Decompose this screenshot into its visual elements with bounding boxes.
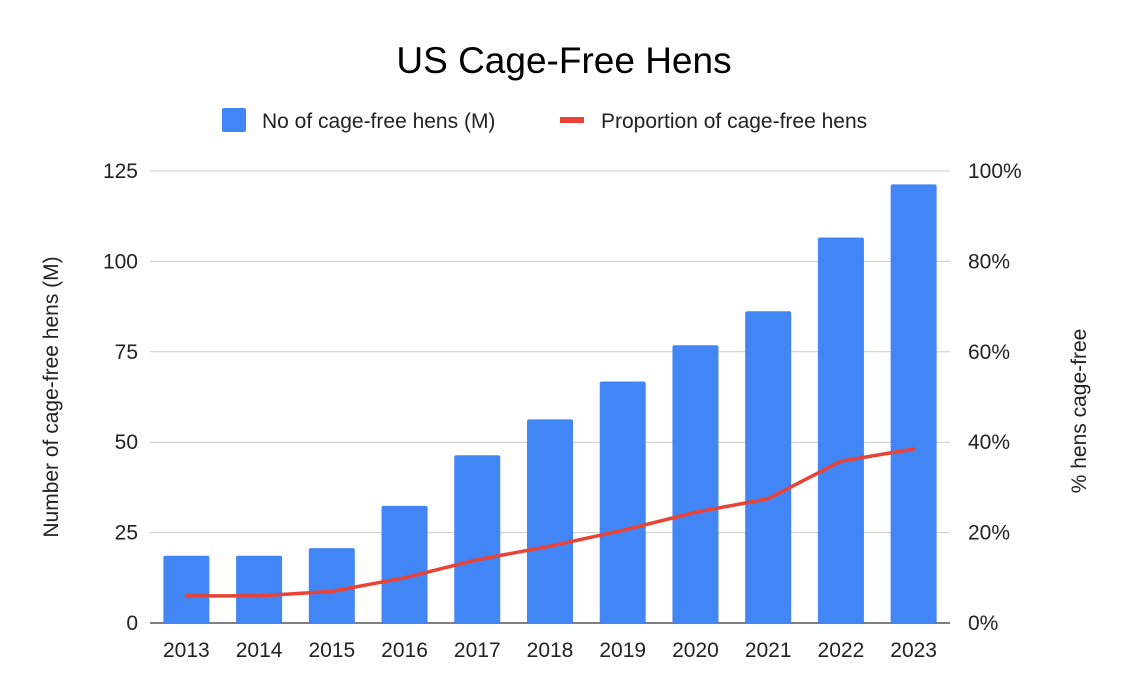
- bar-2019: [599, 381, 646, 623]
- right-axis-title: % hens cage-free: [1068, 329, 1091, 494]
- bar-2023: [890, 184, 937, 623]
- x-tick-label: 2023: [890, 639, 937, 662]
- left-tick-label: 25: [115, 522, 138, 545]
- bar-2021: [745, 311, 792, 623]
- x-tick-label: 2016: [381, 639, 428, 662]
- x-tick-label: 2020: [672, 639, 719, 662]
- x-tick-label: 2021: [745, 639, 792, 662]
- right-tick-label: 60%: [968, 341, 1010, 364]
- bar-2015: [308, 548, 355, 623]
- bar-2013: [163, 555, 210, 623]
- left-tick-label: 50: [115, 431, 138, 454]
- left-axis-ticks: 0 25 50 75 100 125: [103, 160, 138, 635]
- left-tick-label: 0: [126, 612, 138, 635]
- bar-2016: [381, 505, 428, 623]
- x-tick-label: 2015: [308, 639, 355, 662]
- legend-swatch-cage-free-hens: [222, 108, 246, 132]
- x-axis-ticks: 2013 2014 2015 2016 2017 2018 2019 2020 2021 2022…: [163, 639, 937, 662]
- x-tick-label: 2014: [236, 639, 283, 662]
- right-axis-ticks: 0% 20% 40% 60% 80% 100%: [968, 160, 1022, 635]
- bar-2014: [236, 555, 283, 623]
- x-tick-label: 2018: [527, 639, 574, 662]
- bars: [163, 184, 937, 623]
- legend: No of cage-free hens (M) Proportion of c…: [222, 108, 867, 133]
- bar-2017: [454, 455, 501, 623]
- x-tick-label: 2019: [599, 639, 646, 662]
- legend-label-proportion: Proportion of cage-free hens: [601, 110, 867, 133]
- bar-2022: [817, 237, 864, 623]
- x-tick-label: 2013: [163, 639, 210, 662]
- left-axis-title: Number of cage-free hens (M): [40, 256, 63, 537]
- right-tick-label: 100%: [968, 160, 1022, 183]
- left-tick-label: 125: [103, 160, 138, 183]
- right-tick-label: 0%: [968, 612, 998, 635]
- right-tick-label: 20%: [968, 522, 1010, 545]
- right-tick-label: 80%: [968, 250, 1010, 273]
- left-tick-label: 75: [115, 341, 138, 364]
- x-tick-label: 2017: [454, 639, 501, 662]
- proportion-line-layer: [184, 447, 916, 598]
- x-tick-label: 2022: [818, 639, 865, 662]
- left-tick-label: 100: [103, 250, 138, 273]
- right-tick-label: 40%: [968, 431, 1010, 454]
- bar-2020: [672, 345, 719, 623]
- chart-title: US Cage-Free Hens: [396, 40, 731, 81]
- bar-2018: [527, 419, 573, 623]
- legend-label-cage-free-hens: No of cage-free hens (M): [262, 110, 495, 133]
